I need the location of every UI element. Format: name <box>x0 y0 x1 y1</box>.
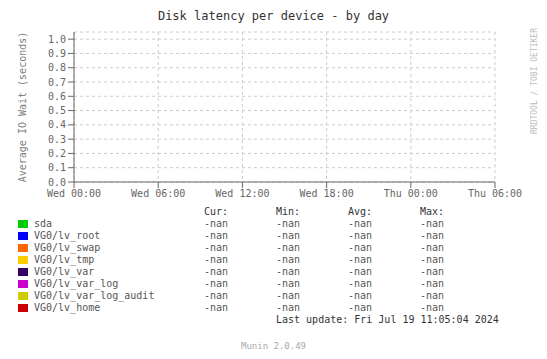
html-text:-nan: -nan <box>204 266 229 277</box>
html-text:Munin 2.0.49: Munin 2.0.49 <box>241 341 306 351</box>
html-text:Last update: Fri Jul 19 11:05:: Last update: Fri Jul 19 11:05:04 2024 <box>276 314 499 325</box>
html-text:-nan: -nan <box>204 254 229 265</box>
svg-text:0.0: 0.0 <box>48 177 66 188</box>
html-text:VG0/lv_home: VG0/lv_home <box>34 302 101 313</box>
html-text:Max:: Max: <box>420 206 445 217</box>
svg-text:0.5: 0.5 <box>48 105 66 116</box>
html-text:-nan: -nan <box>204 302 229 313</box>
html-text:VG0/lv_swap: VG0/lv_swap <box>34 242 101 253</box>
html-text:sda: sda <box>34 218 53 229</box>
svg-text:0.3: 0.3 <box>48 134 66 145</box>
html-text:RRDTOOL / TOBI OETIKER: RRDTOOL / TOBI OETIKER <box>530 28 539 134</box>
html-text:-nan: -nan <box>204 230 229 241</box>
svg-text:Wed 06:00: Wed 06:00 <box>131 188 185 199</box>
svg-text:0.7: 0.7 <box>48 77 66 88</box>
html-text:Cur:: Cur: <box>204 206 229 217</box>
svg-text:Wed 00:00: Wed 00:00 <box>47 188 101 199</box>
html-text:-nan: -nan <box>420 230 445 241</box>
html-text:-nan: -nan <box>276 230 301 241</box>
html-text:-nan: -nan <box>204 290 229 301</box>
svg-text:0.6: 0.6 <box>48 91 66 102</box>
svg-text:Wed 12:00: Wed 12:00 <box>215 188 269 199</box>
html-text:-nan: -nan <box>420 266 445 277</box>
html-text:-nan: -nan <box>420 302 445 313</box>
svg-text:0.8: 0.8 <box>48 62 66 73</box>
html-text:-nan: -nan <box>420 242 445 253</box>
html-text:-nan: -nan <box>348 266 373 277</box>
html-text:-nan: -nan <box>276 218 301 229</box>
html-text:-nan: -nan <box>276 278 301 289</box>
svg-text:0.9: 0.9 <box>48 48 66 59</box>
svg-text:0.2: 0.2 <box>48 148 66 159</box>
svg-text:1.0: 1.0 <box>48 34 66 45</box>
html-text:VG0/lv_var: VG0/lv_var <box>34 266 95 277</box>
html-text:-nan: -nan <box>204 218 229 229</box>
html-text:Disk latency per device - by d: Disk latency per device - by day <box>157 9 390 23</box>
html-text:-nan: -nan <box>276 242 301 253</box>
html-text:-nan: -nan <box>420 218 445 229</box>
html-text:-nan: -nan <box>348 254 373 265</box>
html-text:-nan: -nan <box>348 278 373 289</box>
html-text:Avg:: Avg: <box>348 206 373 217</box>
html-text:-nan: -nan <box>276 302 301 313</box>
html-text:VG0/lv_var_log_audit: VG0/lv_var_log_audit <box>34 290 155 301</box>
html-text:VG0/lv_var_log: VG0/lv_var_log <box>34 278 119 289</box>
html-text:Min:: Min: <box>276 206 301 217</box>
svg-text:Average IO Wait (seconds): Average IO Wait (seconds) <box>17 32 28 183</box>
svg-text:Thu 00:00: Thu 00:00 <box>384 188 438 199</box>
html-text:-nan: -nan <box>276 266 301 277</box>
svg-text:Thu 06:00: Thu 06:00 <box>468 188 522 199</box>
html-text:-nan: -nan <box>348 218 373 229</box>
svg-text:0.1: 0.1 <box>48 162 66 173</box>
html-text:-nan: -nan <box>348 302 373 313</box>
html-text:-nan: -nan <box>276 290 301 301</box>
html-text:-nan: -nan <box>204 278 229 289</box>
svg-text:Wed 18:00: Wed 18:00 <box>300 188 354 199</box>
html-text:-nan: -nan <box>348 290 373 301</box>
html-text:-nan: -nan <box>276 254 301 265</box>
html-text:VG0/lv_tmp: VG0/lv_tmp <box>34 254 95 265</box>
html-text:-nan: -nan <box>204 242 229 253</box>
html-text:-nan: -nan <box>420 290 445 301</box>
html-text:VG0/lv_root: VG0/lv_root <box>34 230 101 241</box>
html-text:-nan: -nan <box>348 242 373 253</box>
html-text:-nan: -nan <box>420 254 445 265</box>
html-text:-nan: -nan <box>348 230 373 241</box>
svg-text:0.4: 0.4 <box>48 119 66 130</box>
html-text:-nan: -nan <box>420 278 445 289</box>
